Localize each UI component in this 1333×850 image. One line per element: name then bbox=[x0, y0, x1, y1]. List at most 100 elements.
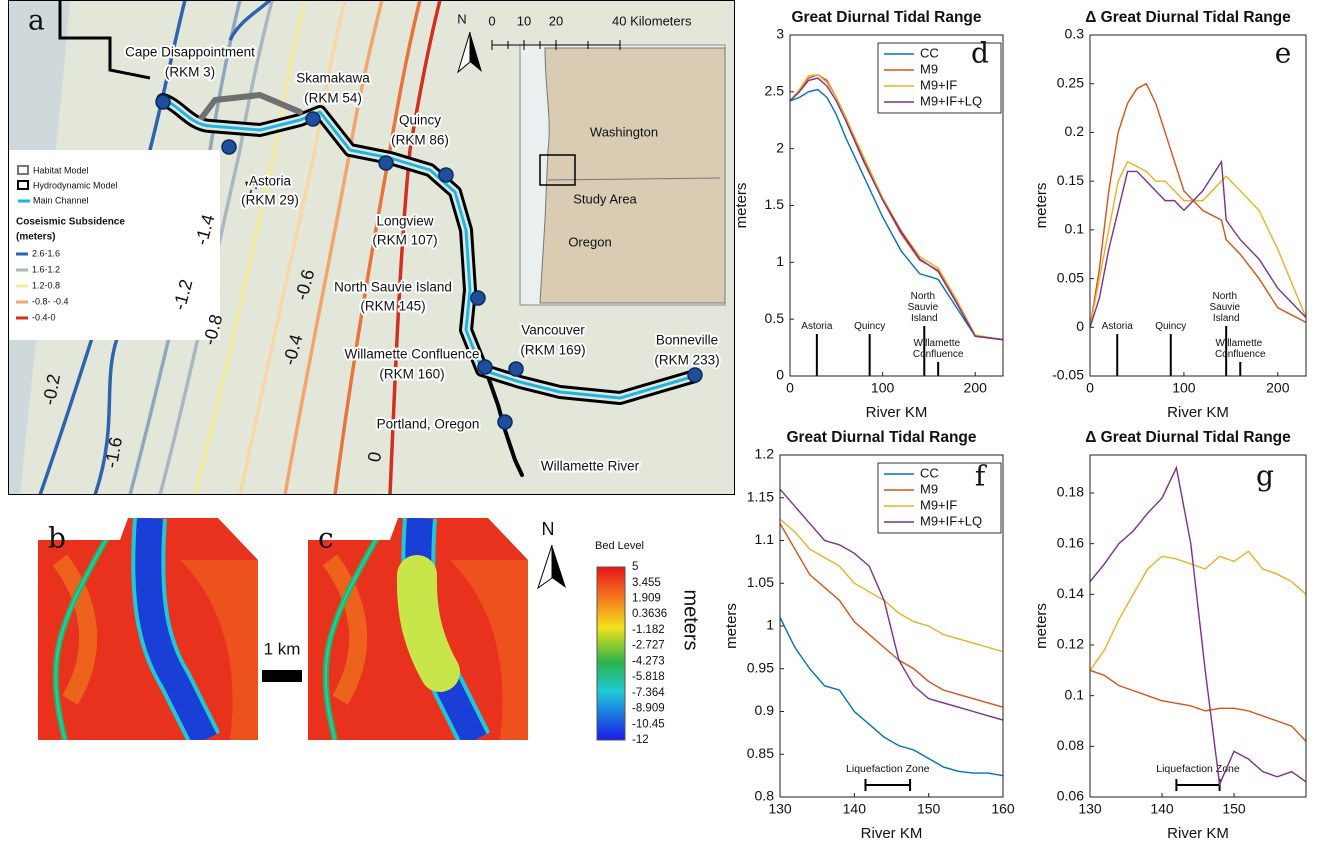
colorbar-tick-label: 5 bbox=[632, 561, 638, 573]
panel-letter: b bbox=[48, 522, 66, 555]
y-tick-label: 1 bbox=[776, 253, 784, 269]
north-label: N bbox=[542, 519, 555, 539]
place-name: Portland, Oregon bbox=[377, 417, 480, 432]
y-tick-label: 0.1 bbox=[1065, 221, 1085, 237]
y-tick-label: 2.5 bbox=[765, 83, 785, 99]
scale-bar bbox=[262, 670, 302, 682]
legend-label: CC bbox=[920, 45, 939, 60]
inset-map: Washington Study Area Oregon bbox=[520, 45, 725, 305]
y-tick-label: 0.8 bbox=[755, 788, 775, 804]
colorbar-tick-label: -1.182 bbox=[632, 624, 665, 636]
colorbar-tick-label: -7.364 bbox=[632, 687, 665, 699]
chart-title: Great Diurnal Tidal Range bbox=[791, 9, 981, 26]
figure: Washington Study Area Oregon Habitat Mod… bbox=[0, 0, 1333, 850]
y-tick-label: 0.25 bbox=[1057, 74, 1084, 90]
annotation-label: Quincy bbox=[854, 321, 885, 332]
y-tick-label: 0.06 bbox=[1057, 788, 1084, 804]
place-name: North Sauvie Island bbox=[334, 280, 452, 295]
x-tick-label: 100 bbox=[1172, 380, 1196, 396]
x-tick-label: 150 bbox=[1222, 801, 1246, 817]
place-rkm: (RKM 160) bbox=[379, 367, 444, 382]
colorbar-ticks: 5 3.455 1.909 0.3636 -1.182 -2.727 -4.273 -5.81… bbox=[632, 561, 667, 746]
colorbar-title: Bed Level bbox=[595, 540, 644, 552]
place-name: Bonneville bbox=[656, 333, 718, 348]
legend-class: 1.6-1.2 bbox=[32, 264, 60, 274]
colorbar-tick-label: -4.273 bbox=[632, 655, 665, 667]
plot-area bbox=[1090, 455, 1306, 797]
bed-panel-b bbox=[38, 518, 258, 740]
chart-title: Δ Great Diurnal Tidal Range bbox=[1085, 9, 1291, 26]
y-tick-label: 0 bbox=[776, 367, 784, 383]
colorbar-tick-label: 3.455 bbox=[632, 577, 661, 589]
place-rkm: (RKM 3) bbox=[165, 65, 215, 80]
scale-bar-label: 1 km bbox=[264, 639, 301, 658]
y-tick-label: 0.12 bbox=[1057, 636, 1084, 652]
y-tick-label: 1.05 bbox=[747, 574, 774, 590]
y-axis-label: meters bbox=[733, 183, 750, 229]
annotation-label: Astoria bbox=[801, 321, 833, 332]
x-tick-label: 140 bbox=[1150, 801, 1174, 817]
inset-label: Study Area bbox=[573, 191, 637, 206]
colorbar-tick-label: 1.909 bbox=[632, 592, 661, 604]
place-rkm: (RKM 29) bbox=[241, 193, 299, 208]
x-axis-label: River KM bbox=[861, 825, 923, 842]
chart: Great Diurnal Tidal RangeRiver KMmeters1… bbox=[723, 429, 1015, 842]
place-rkm: (RKM 169) bbox=[520, 343, 585, 358]
y-tick-label: 0.14 bbox=[1057, 585, 1084, 601]
place-name: Vancouver bbox=[521, 323, 585, 338]
y-tick-label: 0.5 bbox=[765, 310, 785, 326]
legend-class: 2.6-1.6 bbox=[32, 248, 60, 258]
y-tick-label: -0.05 bbox=[1052, 367, 1084, 383]
place-name: Willamette River bbox=[541, 459, 640, 474]
annotation-label: Willamette Confluence bbox=[1215, 338, 1266, 360]
y-tick-label: 1.2 bbox=[755, 446, 775, 462]
x-tick-label: 0 bbox=[1086, 380, 1094, 396]
y-tick-label: 0.9 bbox=[755, 702, 775, 718]
y-tick-label: 0.15 bbox=[1057, 172, 1084, 188]
y-tick-label: 1.15 bbox=[747, 488, 774, 504]
legend-item: Habitat Model bbox=[33, 165, 89, 175]
colorbar-tick-label: 0.3636 bbox=[632, 608, 667, 620]
inset-label: Oregon bbox=[568, 234, 611, 249]
x-tick-label: 200 bbox=[1266, 380, 1290, 396]
bed-panel-c bbox=[308, 518, 528, 740]
legend-label: M9+IF bbox=[920, 497, 957, 512]
x-axis-label: River KM bbox=[866, 404, 928, 421]
legend-class: -0.8- -0.4 bbox=[32, 296, 69, 306]
chart-title: Δ Great Diurnal Tidal Range bbox=[1085, 429, 1291, 446]
colorbar-tick-label: -5.818 bbox=[632, 671, 665, 683]
colorbar bbox=[597, 567, 625, 740]
zone-label: Liquefaction Zone bbox=[1156, 763, 1240, 775]
y-tick-label: 1.1 bbox=[755, 531, 775, 547]
x-tick-label: 160 bbox=[991, 801, 1015, 817]
y-axis-label: meters bbox=[1033, 603, 1050, 649]
north-label: N bbox=[457, 11, 466, 26]
panel-letter: g bbox=[1256, 460, 1274, 493]
map-panel: Washington Study Area Oregon Habitat Mod… bbox=[8, 0, 735, 495]
legend-label: M9 bbox=[920, 61, 938, 76]
colorbar-tick-label: -2.727 bbox=[632, 640, 665, 652]
x-tick-label: 100 bbox=[871, 380, 895, 396]
legend-item: Main Channel bbox=[33, 195, 89, 205]
y-tick-label: 3 bbox=[776, 26, 784, 42]
panel-letter: d bbox=[971, 37, 989, 70]
legend-label: M9+IF+LQ bbox=[920, 93, 982, 108]
legend-title: Coseismic Subsidence bbox=[16, 217, 125, 228]
y-tick-label: 1 bbox=[766, 617, 774, 633]
x-tick-label: 200 bbox=[964, 380, 988, 396]
scale-label: 40 Kilometers bbox=[612, 13, 692, 28]
place-name: Astoria bbox=[249, 174, 292, 189]
annotation-label: Willamette Confluence bbox=[913, 338, 964, 360]
y-tick-label: 0.05 bbox=[1057, 269, 1084, 285]
legend-unit: (meters) bbox=[16, 232, 55, 243]
y-axis-label: meters bbox=[723, 603, 740, 649]
bed-north-arrow: N bbox=[538, 519, 566, 588]
legend-class: -0.4-0 bbox=[32, 312, 56, 322]
y-tick-label: 0.85 bbox=[747, 745, 774, 761]
charts: Great Diurnal Tidal Range River KM meters 0… bbox=[723, 9, 1306, 842]
panel-letter: c bbox=[318, 522, 334, 555]
colorbar-tick-label: -12 bbox=[632, 734, 649, 746]
inset-label: Washington bbox=[590, 124, 658, 139]
chart: Great Diurnal Tidal Range River KM meters 0… bbox=[733, 9, 1003, 421]
scale-label: 10 bbox=[517, 13, 531, 28]
